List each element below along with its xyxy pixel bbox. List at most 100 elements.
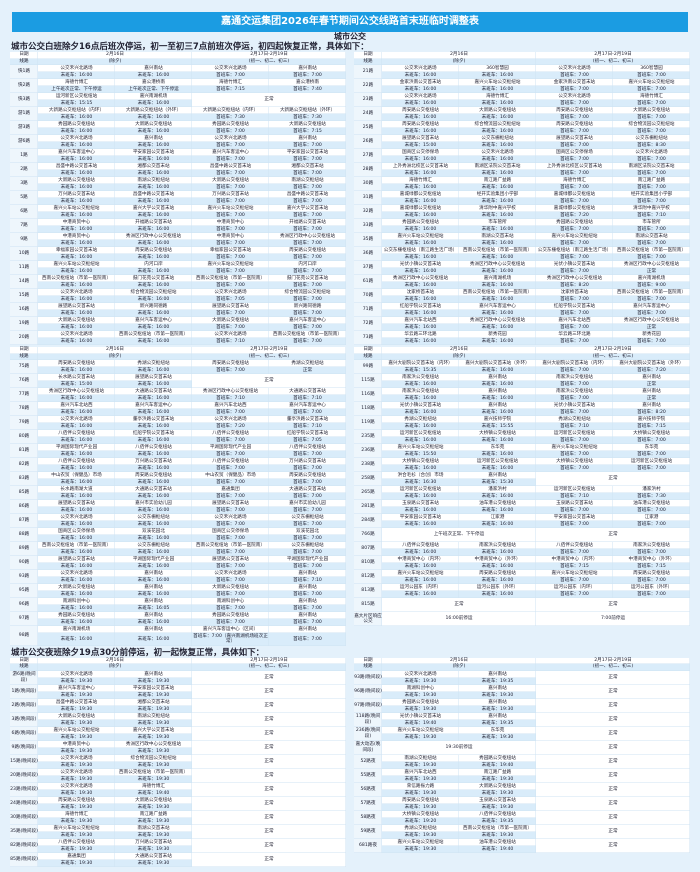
table-row: 末班车：16:00 末班车：16:00 首班车：7:00 正常	[354, 381, 690, 388]
newyear-time-a: 首班车：7:00	[192, 409, 269, 416]
terminal-a: 国商区公交停保场	[402, 150, 439, 155]
route-number: 258路	[361, 476, 375, 482]
table-row: 末班车：19:30 末班车：19:30	[354, 831, 690, 839]
terminal-a: 西南公交枢纽站（市第一医院南）	[196, 276, 265, 281]
terminal-a: 公交禾兴北路场	[60, 332, 93, 337]
time-value: 7:00	[311, 606, 322, 611]
terminal-a: 秀园路公交枢纽站	[212, 122, 249, 127]
last-bus-label: 末班车：	[481, 804, 501, 810]
newyear-status: 正常	[608, 758, 618, 764]
date-eve-subheader: (除夕)	[452, 664, 466, 669]
route-number: 810路	[361, 560, 375, 566]
terminal-b: 大新路公交枢纽站	[289, 122, 326, 127]
terminal-a: 上外秀洲北校区公交首末站	[546, 164, 603, 169]
route-number: 88路	[18, 532, 30, 538]
last-bus-label: 末班车：	[60, 382, 80, 387]
terminal-a: 嘉兴火车站公交枢纽站	[551, 234, 598, 239]
table-row: 末班车：16:00 末班车：16:00 首班车：7:00 正常	[10, 367, 347, 374]
first-bus-label: 首班车：	[293, 115, 312, 120]
terminal-b: 综合物流园公交枢纽站	[284, 290, 331, 295]
last-bus-label: 末班车：	[481, 325, 501, 330]
newyear-status: 正常	[264, 688, 274, 694]
eve-time-a: 末班车：16:00	[382, 268, 459, 275]
time-value: 16:00	[156, 424, 170, 429]
last-bus-label: 末班车：	[404, 804, 424, 810]
terminal-a: 光伏小镇公交首末站	[399, 403, 442, 408]
eve-time-b: 末班车：16:00	[115, 338, 192, 345]
date-eve-subheader: (除夕)	[452, 58, 466, 64]
first-bus-label: 首班车：	[637, 283, 656, 288]
table-row: 末班车：16:00 末班车：16:00 首班车：7:00 首班车：7:00	[354, 549, 690, 556]
time-value: 16:00	[156, 227, 170, 232]
terminal-a: 周安路公交枢纽站	[402, 122, 439, 127]
newyear-time-a: 首班车：7:00	[536, 451, 613, 458]
newyear-time-b: 首班车：7:00	[613, 451, 690, 458]
first-bus-label: 首班车：	[216, 213, 235, 218]
terminal-a: 展望路公交首末站	[58, 304, 95, 309]
time-value: 16:00	[423, 227, 437, 232]
table-row: 116路 南家浜公交枢纽站 嘉兴南站 南家浜公交枢纽站 嘉兴南站	[353, 388, 690, 402]
table-row: 末班车：16:00 末班车：16:00 首班车：7:00 首班车：7:00	[10, 226, 347, 233]
terminal-a: 公交禾兴北路场	[404, 94, 437, 99]
newyear-status: 正常	[608, 814, 618, 820]
terminal-a: 万兴路公交首末站	[212, 192, 249, 197]
eve-time-a: 末班车：16:00	[382, 563, 459, 570]
terminal-b: 经开实验集团小学部	[476, 192, 519, 197]
table-row: 98路 嘉兴南湖机场 嘉兴南站 嘉兴汽车客运中心（区间） 嘉兴南站	[10, 626, 347, 646]
newyear-time-a: 首班车：7:00	[192, 254, 269, 261]
table-row: 末班车：19:30 末班车：19:30	[10, 761, 346, 769]
time-value: 7:00	[655, 87, 666, 92]
table-row: 36路 公交东栅枢纽站（南江路生活广场） 西南公交枢纽站（市第一医院南） 公交东栅枢纽…	[353, 247, 690, 261]
eve-time-b: 末班车：16:00	[459, 100, 536, 107]
time-value: 16:00	[423, 87, 437, 92]
newyear-time-b: 首班车：7:00	[269, 254, 346, 261]
time-value: 7:00	[234, 269, 245, 274]
table-row: 末班车：16:00 末班车：16:00 首班车：7:00 首班车：7:00	[10, 324, 347, 331]
time-value: 16:00	[500, 255, 514, 260]
page-title: 嘉通交运集团2026年春节期间公交线路首末班临时调整表	[12, 12, 688, 32]
time-value: 15:00	[423, 143, 437, 148]
day-service-heading: 城市公交白班除夕16点后班次停运，初一至初三7点前班次停运，初四起恢复正常，具体…	[11, 42, 369, 52]
time-value: 16:00	[156, 129, 170, 134]
header-row: 线路 (除夕) (初一、初二、初三)	[10, 664, 347, 671]
last-bus-label: 末班车：	[60, 185, 80, 190]
route-number: 61路	[362, 279, 374, 285]
terminal-b: 经开实验集团小学部	[630, 192, 673, 197]
terminal-b: 八佰伴公交枢纽站	[479, 811, 516, 817]
newyear-time-b: 首班车：7:00	[269, 465, 346, 472]
terminal-b: 大新路公交枢纽站（外环）	[279, 108, 336, 113]
terminal-a: 南家浜公交枢纽站	[556, 389, 593, 394]
table-row: 游6路 公交禾兴北路场 嘉兴南站 公交禾兴北路场 嘉兴南站	[10, 135, 347, 149]
last-bus-label: 末班车：	[404, 522, 424, 527]
terminal-b: 嘉兴南站	[298, 66, 317, 71]
time-value: 7:00	[578, 438, 589, 443]
time-value: 16:00	[500, 297, 514, 302]
time-value: 7:00	[311, 550, 322, 555]
eve-time-b: 末班车：19:30	[115, 846, 192, 853]
first-bus-label: 首班车：	[560, 227, 579, 232]
terminal-a: 秀园路公交枢纽站	[402, 699, 439, 705]
terminal-b: 嘉兴南湖机场	[483, 276, 512, 281]
terminal-b: 嘉兴南站	[488, 375, 507, 380]
time-value: 16:00	[79, 325, 93, 330]
first-bus-label: 首班车：	[560, 452, 579, 457]
time-value: 7:00	[578, 297, 589, 302]
last-bus-label: 末班车：	[404, 311, 424, 316]
time-value: 16:00	[423, 185, 437, 190]
terminal-b: 西南公交枢纽站（市第一医院南）	[463, 248, 532, 253]
time-value: 7:00	[578, 339, 589, 344]
eve-time-b: 末班车：16:00	[459, 324, 536, 331]
last-bus-label: 末班车：	[137, 636, 157, 642]
eve-time-a: 末班车：16:00	[38, 563, 115, 570]
newyear-status: 正常	[264, 378, 274, 383]
eve-time-b: 末班车：16:00	[115, 114, 192, 121]
route-number: 10路	[18, 251, 30, 257]
schedule-table: 日期 2月16日 2月17日-2月19日 线路 (除夕) (初一、初二、初三) 93路(晚间…	[353, 657, 690, 853]
time-value: 7:00	[311, 171, 322, 176]
first-bus-label: 首班车：	[637, 438, 656, 443]
table-row: 末班车：16:00 末班车：16:00 首班车：7:00（嘉兴南湖机场班次正常） 首班…	[10, 633, 347, 646]
date-newyear-header: 2月17日-2月19日	[594, 347, 632, 352]
eve-time-a: 末班车：19:30	[382, 846, 459, 853]
newyear-time-b: 首班车：7:00	[613, 198, 690, 205]
route-number: 33路	[362, 223, 374, 229]
